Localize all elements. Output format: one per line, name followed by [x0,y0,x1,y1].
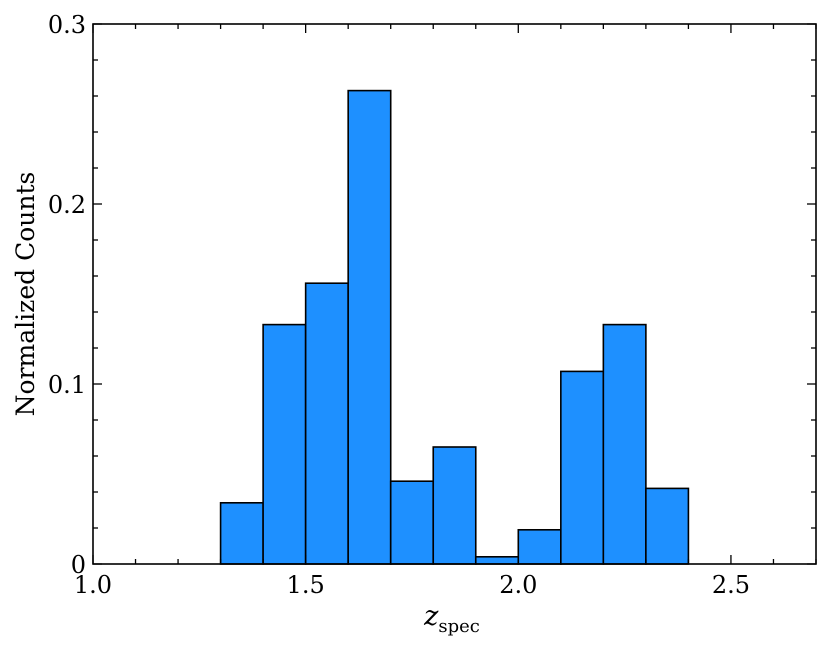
x-axis-label-subscript: spec [438,616,480,637]
x-axis-label-main: z [423,601,439,632]
x-tick-label: 1.0 [74,571,112,599]
y-tick-label: 0 [71,551,86,579]
histogram-bar [262,323,307,565]
x-tick-label: 1.5 [287,571,325,599]
histogram-bar [474,555,520,565]
histogram-bar [517,528,562,565]
histogram-bar [645,487,690,565]
histogram-bar [602,323,647,565]
plot-frame [92,23,817,565]
bars-group [219,89,690,565]
y-axis-label: Normalized Counts [11,172,40,417]
histogram-bar [219,501,264,565]
histogram-bar [560,370,605,565]
y-tick-label: 0.2 [48,191,86,219]
x-tick-label: 2.0 [499,571,537,599]
y-tick-label: 0.3 [48,11,86,39]
histogram-bar [432,446,477,565]
histogram-bar [347,89,392,565]
x-axis-label: zspec [423,601,480,637]
x-tick-label: 2.5 [712,571,750,599]
tick-labels-group: 1.0 1.5 2.0 2.5 0 0.1 0.2 0.3 [48,11,750,599]
y-tick-label: 0.1 [48,371,86,399]
histogram-bar [389,480,435,565]
histogram-bar [304,282,349,565]
